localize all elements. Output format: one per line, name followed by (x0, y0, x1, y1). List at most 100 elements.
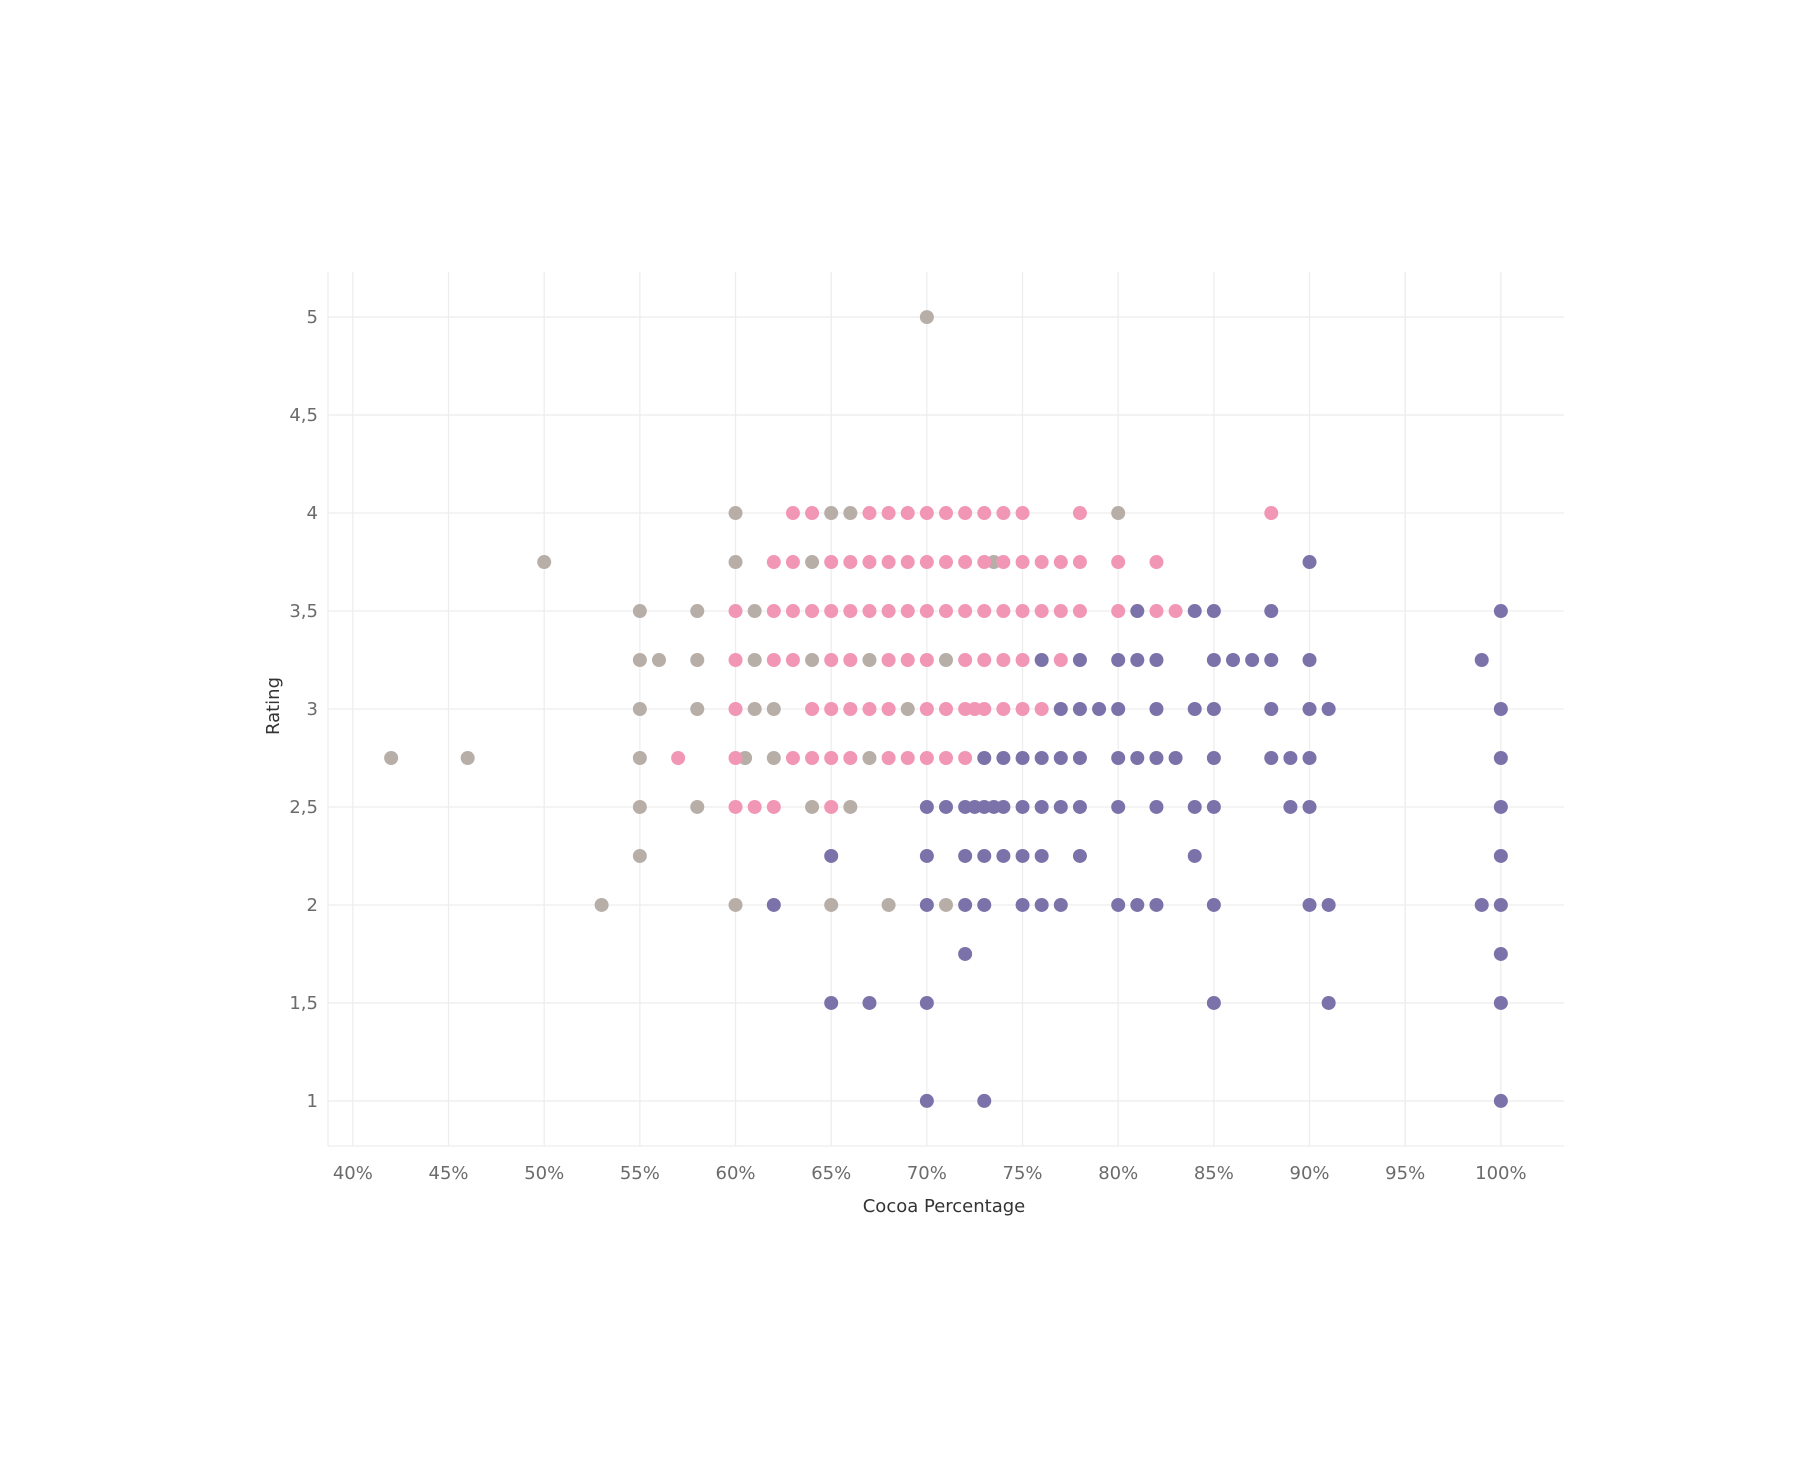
scatter-point (996, 702, 1011, 716)
scatter-point (919, 310, 934, 325)
scatter-point (919, 995, 934, 1010)
scatter-point (824, 750, 839, 765)
scatter-point (881, 604, 896, 619)
scatter-point (690, 653, 705, 668)
scatter-point (939, 653, 953, 668)
x-tick-label: 90% (1290, 1163, 1330, 1184)
scatter-point (1321, 702, 1336, 716)
scatter-point (881, 702, 896, 716)
scatter-point (843, 506, 858, 521)
scatter-point (785, 604, 800, 619)
scatter-point (1493, 750, 1508, 765)
scatter-point (1149, 750, 1164, 765)
scatter-point (1053, 555, 1068, 570)
scatter-point (862, 604, 877, 619)
scatter-point (805, 506, 820, 521)
scatter-point (728, 506, 743, 521)
scatter-point (1111, 604, 1126, 619)
scatter-point (1245, 653, 1260, 668)
scatter-point (1015, 604, 1030, 619)
scatter-point (1302, 799, 1317, 814)
y-tick-label: 3,5 (289, 601, 318, 622)
scatter-point (958, 604, 973, 619)
scatter-point (958, 555, 973, 570)
scatter-point (824, 604, 839, 619)
scatter-point (594, 897, 609, 912)
scatter-point (1302, 750, 1317, 765)
scatter-point (384, 750, 399, 765)
scatter-point (900, 555, 915, 570)
scatter-point (728, 799, 743, 814)
scatter-point (1474, 653, 1489, 668)
scatter-point (1493, 799, 1508, 814)
scatter-point (824, 506, 839, 521)
scatter-point (919, 653, 934, 668)
scatter-point (766, 604, 781, 619)
scatter-point (843, 702, 858, 716)
scatter-point (919, 750, 934, 765)
x-tick-label: 40% (333, 1163, 373, 1184)
scatter-point (1130, 897, 1145, 912)
scatter-point (843, 799, 858, 814)
scatter-point (958, 946, 973, 961)
scatter-point (1168, 750, 1183, 765)
y-tick-label: 4 (307, 503, 318, 524)
scatter-point (1034, 702, 1049, 716)
scatter-point (1130, 750, 1145, 765)
scatter-point (843, 604, 858, 619)
scatter-point (1072, 799, 1087, 814)
scatter-point (1053, 653, 1068, 668)
scatter-point (728, 750, 743, 765)
scatter-point (996, 604, 1011, 619)
scatter-point (1111, 653, 1126, 668)
scatter-point (958, 653, 973, 668)
scatter-point (1302, 555, 1317, 570)
scatter-point (977, 750, 992, 765)
scatter-point (632, 604, 647, 619)
scatter-point (1225, 653, 1240, 668)
scatter-point (977, 604, 992, 619)
x-tick-label: 80% (1098, 1163, 1138, 1184)
scatter-point (1187, 799, 1202, 814)
scatter-point (1034, 653, 1049, 668)
scatter-point (977, 653, 992, 668)
y-tick-label: 3 (307, 699, 318, 720)
scatter-point (881, 897, 896, 912)
scatter-point (785, 653, 800, 668)
scatter-point (1015, 750, 1030, 765)
scatter-point (900, 604, 915, 619)
scatter-point (939, 897, 953, 912)
y-tick-label: 1 (307, 1091, 318, 1112)
scatter-point (1053, 702, 1068, 716)
scatter-point (996, 848, 1011, 863)
scatter-point (1072, 750, 1087, 765)
scatter-point (728, 702, 743, 716)
scatter-point (1072, 702, 1087, 716)
scatter-point (1264, 506, 1279, 521)
scatter-point (1493, 702, 1508, 716)
scatter-point (632, 653, 647, 668)
axes: 40% 45% 50% 55% 60% 65% 70% 75% 80% 85% 90% 95% 100%… (289, 307, 1526, 1184)
scatter-point (996, 799, 1011, 814)
scatter-point (862, 750, 877, 765)
scatter-point (1149, 702, 1164, 716)
scatter-point (958, 897, 973, 912)
scatter-point (977, 506, 992, 521)
scatter-point (1302, 653, 1317, 668)
scatter-point (1493, 1093, 1508, 1108)
scatter-point (728, 604, 743, 619)
scatter-point (919, 506, 934, 521)
scatter-point (1264, 702, 1279, 716)
scatter-point (919, 604, 934, 619)
y-tick-label: 2 (307, 895, 318, 916)
scatter-point (881, 555, 896, 570)
scatter-point (1072, 604, 1087, 619)
x-tick-label: 100% (1475, 1163, 1526, 1184)
scatter-point (1187, 604, 1202, 619)
scatter-point (805, 702, 820, 716)
scatter-point (1302, 702, 1317, 716)
scatter-point (958, 750, 973, 765)
y-axis-title: Rating (263, 677, 284, 735)
scatter-point (1206, 653, 1221, 668)
